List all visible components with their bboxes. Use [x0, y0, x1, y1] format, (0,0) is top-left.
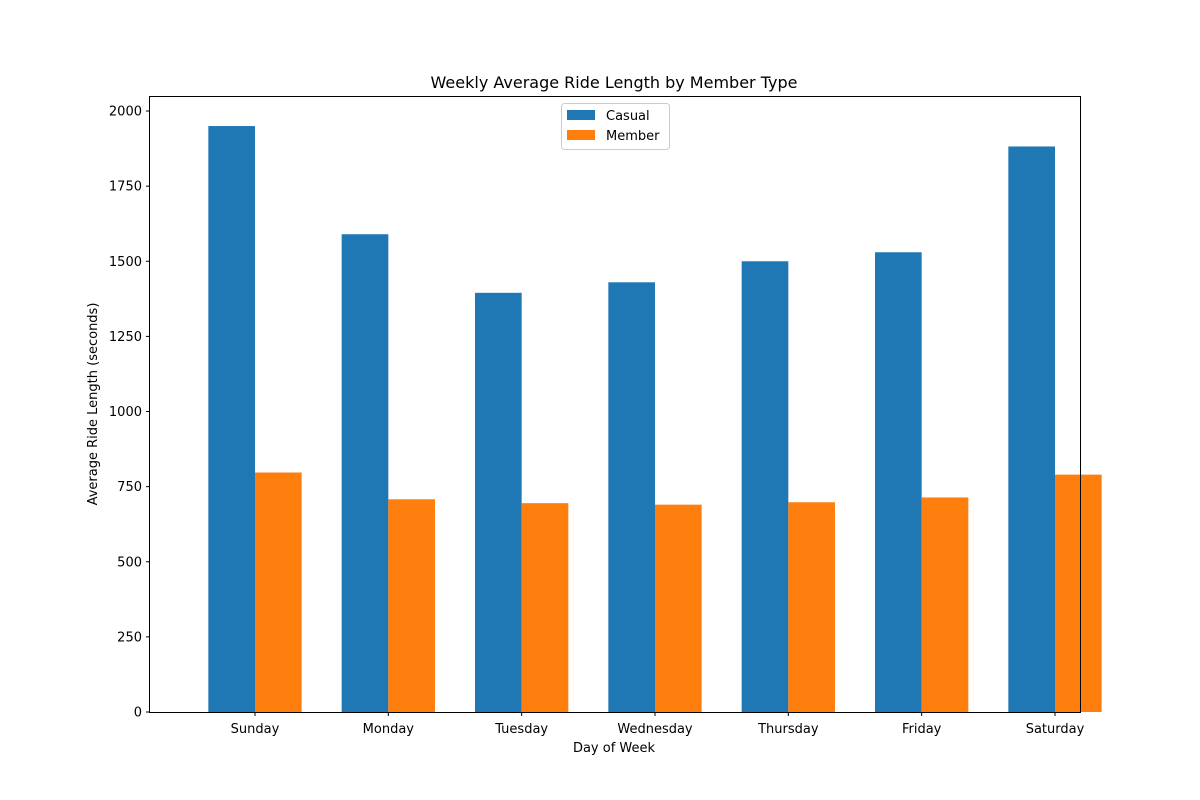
bars-layer	[208, 126, 1102, 713]
bar-member-wednesday	[655, 504, 702, 712]
x-tick-label-saturday: Saturday	[1026, 722, 1085, 737]
bar-member-sunday	[255, 472, 302, 712]
x-axis-label: Day of Week	[573, 741, 656, 756]
y-axis-label: Average Ride Length (seconds)	[86, 303, 101, 506]
x-axis: Sunday Monday Tuesday Wednesday Thursday Frid…	[231, 712, 1085, 737]
bar-member-monday	[388, 499, 435, 712]
legend-label-member: Member	[606, 129, 660, 144]
bar-member-saturday	[1055, 474, 1102, 712]
x-tick-label-sunday: Sunday	[231, 722, 280, 737]
bar-casual-sunday	[208, 126, 255, 713]
y-tick-label: 0	[134, 706, 142, 721]
y-tick-label: 750	[117, 480, 142, 495]
bar-casual-monday	[341, 234, 389, 712]
y-axis: 0 250 500 750 1000 1250 1500 1750 2000	[109, 105, 150, 721]
y-tick-label: 500	[117, 555, 142, 570]
y-tick-label: 2000	[109, 105, 142, 120]
bar-member-tuesday	[521, 503, 569, 712]
y-tick-label: 1500	[109, 255, 142, 270]
x-tick-label-friday: Friday	[902, 722, 942, 737]
x-tick-label-thursday: Thursday	[757, 722, 819, 737]
y-tick-label: 1250	[109, 330, 142, 345]
bar-casual-tuesday	[475, 292, 522, 712]
bar-member-friday	[921, 497, 969, 712]
y-tick-label: 1750	[109, 180, 142, 195]
x-tick-label-monday: Monday	[363, 722, 415, 737]
bar-casual-saturday	[1008, 146, 1055, 713]
bar-member-thursday	[788, 502, 835, 712]
legend-swatch-casual	[567, 110, 595, 120]
chart-title: Weekly Average Ride Length by Member Typ…	[431, 73, 798, 92]
legend-label-casual: Casual	[606, 109, 650, 124]
y-tick-label: 250	[117, 630, 142, 645]
bar-casual-wednesday	[608, 282, 655, 712]
bar-casual-thursday	[741, 261, 789, 712]
legend-swatch-member	[567, 130, 595, 140]
legend: Casual Member	[561, 103, 670, 150]
x-tick-label-tuesday: Tuesday	[494, 722, 548, 737]
x-tick-label-wednesday: Wednesday	[617, 722, 693, 737]
plot-frame	[149, 96, 1081, 713]
bar-casual-friday	[875, 252, 922, 712]
y-tick-label: 1000	[109, 405, 142, 420]
